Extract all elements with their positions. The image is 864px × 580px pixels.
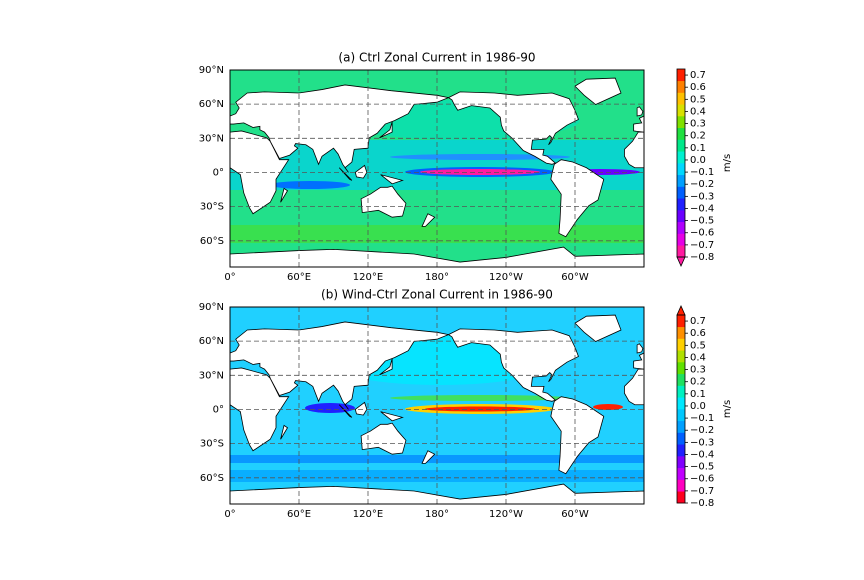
colorbar-segment xyxy=(677,373,685,386)
colorbar-segment xyxy=(677,139,685,152)
x-tick-label: 0° xyxy=(224,272,235,283)
y-tick-label: 60°N xyxy=(199,336,224,347)
map-frame xyxy=(229,306,645,505)
colorbar-extension xyxy=(676,305,686,316)
colorbar-tick-label: 0.1 xyxy=(690,389,706,400)
map-frame xyxy=(229,69,645,268)
colorbar-frame xyxy=(676,68,686,258)
colorbar-tick-label: 0.5 xyxy=(690,340,706,351)
colorbar-tick-label: −0.5 xyxy=(690,216,714,227)
y-tick-label: 60°S xyxy=(200,236,224,247)
colorbar-tick-label: 0.3 xyxy=(690,365,706,376)
y-tick-label: 30°S xyxy=(200,439,224,450)
y-tick-label: 60°S xyxy=(200,473,224,484)
colorbar-segment xyxy=(677,127,685,140)
colorbar-tick-label: −0.8 xyxy=(690,498,714,509)
colorbar-segment xyxy=(677,210,685,223)
colorbar-tick-label: −0.4 xyxy=(690,203,714,214)
x-tick-label: 0° xyxy=(224,509,235,520)
colorbar-label: m/s xyxy=(722,400,733,418)
y-tick-label: 30°N xyxy=(199,370,224,381)
colorbar-tick-label: 0.3 xyxy=(690,119,706,130)
colorbar-segment xyxy=(677,198,685,211)
colorbar-tick-label: −0.5 xyxy=(690,462,714,473)
y-tick-label: 90°N xyxy=(199,65,224,76)
colorbar-tick-label: 0.4 xyxy=(690,106,706,117)
colorbar-segment xyxy=(677,174,685,187)
colorbar-tick-label: 0.0 xyxy=(690,401,706,412)
colorbar-tick-label: 0.7 xyxy=(690,70,706,81)
colorbar-segment xyxy=(677,69,685,82)
colorbar-segment xyxy=(677,80,685,93)
colorbar-segment xyxy=(677,420,685,433)
colorbar-segment xyxy=(677,338,685,351)
colorbar-frame xyxy=(676,314,686,504)
colorbar-tick-label: 0.1 xyxy=(690,143,706,154)
colorbar-tick-label: 0.7 xyxy=(690,316,706,327)
colorbar-tick-label: −0.7 xyxy=(690,240,714,251)
y-tick-label: 90°N xyxy=(199,302,224,313)
x-tick-label: 60°E xyxy=(287,272,311,283)
panel-title: (a) Ctrl Zonal Current in 1986-90 xyxy=(338,51,535,65)
colorbar-segment xyxy=(677,409,685,422)
x-tick-label: 60°E xyxy=(287,509,311,520)
x-tick-label: 60°W xyxy=(561,509,589,520)
colorbar-tick-label: −0.6 xyxy=(690,474,714,485)
colorbar-extension xyxy=(676,256,686,267)
colorbar-segment xyxy=(677,186,685,199)
colorbar-tick-label: 0.2 xyxy=(690,377,706,388)
y-tick-label: 0° xyxy=(213,404,224,415)
colorbar-tick-label: 0.4 xyxy=(690,352,706,363)
x-tick-label: 60°W xyxy=(561,272,589,283)
colorbar-tick-label: −0.1 xyxy=(690,413,714,424)
colorbar-segment xyxy=(677,245,685,258)
colorbar-segment xyxy=(677,116,685,129)
colorbar-segment xyxy=(677,221,685,234)
colorbar-segment xyxy=(677,326,685,339)
colorbar-segment xyxy=(677,456,685,469)
colorbar-label: m/s xyxy=(722,154,733,172)
colorbar-segment xyxy=(677,479,685,492)
x-tick-label: 180° xyxy=(425,509,449,520)
x-tick-label: 120°W xyxy=(489,509,523,520)
colorbar-tick-label: −0.7 xyxy=(690,486,714,497)
colorbar-tick-label: −0.1 xyxy=(690,167,714,178)
panel-title: (b) Wind-Ctrl Zonal Current in 1986-90 xyxy=(321,288,553,302)
colorbar-tick-label: 0.6 xyxy=(690,328,706,339)
colorbar-segment xyxy=(677,350,685,363)
y-tick-label: 0° xyxy=(213,167,224,178)
x-tick-label: 120°W xyxy=(489,272,523,283)
x-tick-label: 180° xyxy=(425,272,449,283)
colorbar-segment xyxy=(677,92,685,105)
colorbar-tick-label: 0.6 xyxy=(690,82,706,93)
colorbar-segment xyxy=(677,444,685,457)
colorbar-segment xyxy=(677,385,685,398)
x-tick-label: 120°E xyxy=(353,509,383,520)
x-tick-label: 120°E xyxy=(353,272,383,283)
colorbar-tick-label: −0.8 xyxy=(690,252,714,263)
colorbar-segment xyxy=(677,163,685,176)
colorbar-tick-label: 0.2 xyxy=(690,131,706,142)
colorbar-segment xyxy=(677,467,685,480)
colorbar-tick-label: −0.6 xyxy=(690,228,714,239)
colorbar-segment xyxy=(677,233,685,246)
colorbar-segment xyxy=(677,104,685,117)
y-tick-label: 60°N xyxy=(199,99,224,110)
colorbar-segment xyxy=(677,362,685,375)
y-tick-label: 30°N xyxy=(199,133,224,144)
colorbar-tick-label: 0.5 xyxy=(690,94,706,105)
y-tick-label: 30°S xyxy=(200,202,224,213)
colorbar-segment xyxy=(677,491,685,504)
colorbar-segment xyxy=(677,397,685,410)
colorbar-tick-label: 0.0 xyxy=(690,155,706,166)
colorbar-tick-label: −0.3 xyxy=(690,437,714,448)
colorbar-tick-label: −0.4 xyxy=(690,449,714,460)
colorbar-segment xyxy=(677,432,685,445)
colorbar-tick-label: −0.3 xyxy=(690,191,714,202)
colorbar-segment xyxy=(677,151,685,164)
colorbar-segment xyxy=(677,315,685,328)
colorbar-tick-label: −0.2 xyxy=(690,179,714,190)
colorbar-tick-label: −0.2 xyxy=(690,425,714,436)
